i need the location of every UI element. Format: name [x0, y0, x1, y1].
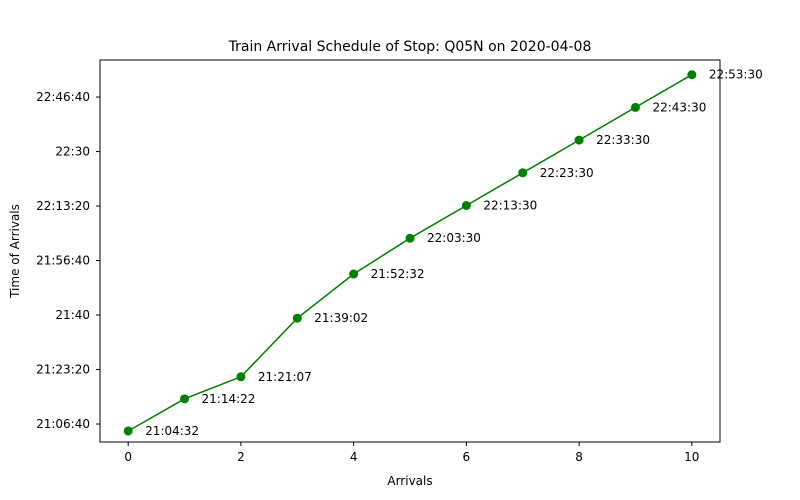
x-tick-label: 6: [463, 450, 471, 464]
data-point: [405, 233, 415, 243]
data-label: 21:14:22: [202, 392, 256, 406]
series-layer: [123, 70, 697, 436]
data-label: 21:52:32: [371, 267, 425, 281]
data-label: 22:03:30: [427, 231, 481, 245]
y-axis-label: Time of Arrivals: [8, 204, 22, 299]
y-tick-label: 22:30: [55, 145, 90, 159]
data-label: 22:43:30: [652, 100, 706, 114]
series-line: [127, 74, 693, 432]
x-tick-label: 2: [237, 450, 245, 464]
y-tick-label: 21:40: [55, 308, 90, 322]
data-label: 21:21:07: [258, 370, 312, 384]
data-point: [123, 426, 133, 436]
y-tick-label: 21:06:40: [36, 417, 90, 431]
data-label: 21:39:02: [314, 311, 368, 325]
x-tick-label: 0: [124, 450, 132, 464]
data-point: [687, 70, 697, 80]
chart-title: Train Arrival Schedule of Stop: Q05N on …: [228, 39, 592, 55]
y-tick-label: 21:23:20: [36, 363, 90, 377]
data-label: 21:04:32: [145, 424, 199, 438]
data-point: [236, 372, 246, 382]
x-axis-ticks: 0 2 4 6 8 10: [124, 442, 699, 464]
x-tick-label: 10: [684, 450, 699, 464]
y-tick-label: 21:56:40: [36, 254, 90, 268]
x-axis-label: Arrivals: [387, 474, 432, 488]
x-tick-label: 8: [575, 450, 583, 464]
data-point: [630, 102, 640, 112]
data-point: [574, 135, 584, 145]
data-point: [461, 200, 471, 210]
data-label: 22:13:30: [483, 198, 537, 212]
data-label: 22:33:30: [596, 133, 650, 147]
y-axis-ticks: 21:06:40 21:23:20 21:40 21:56:40 22:13:20 22:…: [36, 90, 100, 431]
y-tick-label: 22:13:20: [36, 199, 90, 213]
x-tick-label: 4: [350, 450, 358, 464]
data-label: 22:23:30: [540, 166, 594, 180]
data-point: [180, 394, 190, 404]
data-label: 22:53:30: [709, 68, 763, 82]
data-point: [349, 269, 359, 279]
plot-area: [99, 59, 721, 443]
data-point: [518, 168, 528, 178]
data-point: [292, 313, 302, 323]
y-tick-label: 22:46:40: [36, 90, 90, 104]
